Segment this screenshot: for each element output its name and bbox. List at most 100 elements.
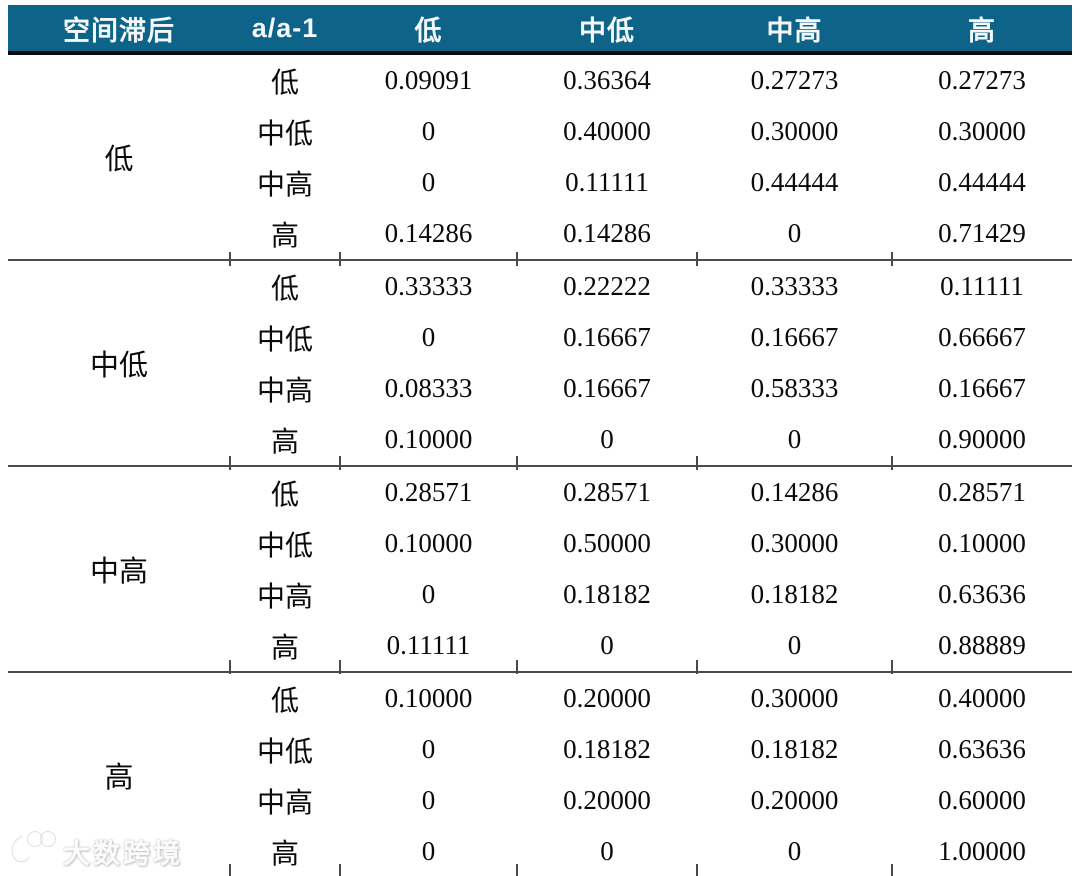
row-label: 中高 bbox=[256, 375, 313, 407]
value-cell: 1.00000 bbox=[938, 836, 1026, 866]
value-cell: 0.58333 bbox=[750, 373, 839, 403]
value-cell: 0.11111 bbox=[565, 167, 649, 197]
col-header-low: 低 bbox=[340, 5, 517, 55]
table-header-row: 空间滞后 a/a-1 低 中低 中高 高 bbox=[8, 5, 1072, 55]
group-mid-high: 中高 低 0.28571 0.28571 0.14286 0.28571 中低 … bbox=[8, 465, 1072, 672]
group-label: 低 bbox=[104, 144, 134, 176]
column-tick bbox=[229, 864, 231, 876]
column-tick bbox=[696, 252, 698, 266]
column-tick bbox=[696, 660, 698, 674]
column-tick bbox=[339, 864, 341, 876]
value-cell: 0.08333 bbox=[384, 373, 473, 403]
value-cell: 0 bbox=[600, 836, 614, 866]
value-cell: 0.27273 bbox=[750, 65, 839, 95]
column-tick bbox=[696, 864, 698, 876]
value-cell: 0.44444 bbox=[750, 167, 839, 197]
value-cell: 0 bbox=[421, 836, 436, 866]
value-cell: 0.50000 bbox=[563, 528, 651, 558]
row-label: 高 bbox=[270, 220, 299, 252]
value-cell: 0.36364 bbox=[563, 65, 651, 95]
table-row: 高 0.11111 0 0 0.88889 bbox=[8, 620, 1072, 672]
col-header-high: 高 bbox=[892, 5, 1072, 55]
table-row: 中高 0 0.18182 0.18182 0.63636 bbox=[8, 569, 1072, 620]
value-cell: 0.14286 bbox=[563, 218, 651, 248]
table-container: 空间滞后 a/a-1 低 中低 中高 高 低 低 0.09091 0.36364… bbox=[8, 5, 1072, 876]
value-cell: 0.27273 bbox=[938, 65, 1026, 95]
value-cell: 0.20000 bbox=[563, 785, 651, 815]
row-label: 低 bbox=[230, 259, 340, 312]
table-row: 中低 0 0.40000 0.30000 0.30000 bbox=[8, 106, 1072, 157]
group-mid-low: 中低 低 0.33333 0.22222 0.33333 0.11111 中低 … bbox=[8, 259, 1072, 466]
column-tick bbox=[891, 456, 893, 470]
value-cell: 0.14286 bbox=[384, 218, 473, 248]
value-cell: 0.90000 bbox=[938, 424, 1026, 454]
value-cell: 0 bbox=[421, 167, 436, 197]
column-tick bbox=[229, 252, 231, 266]
column-tick bbox=[339, 252, 341, 266]
value-cell: 0.28571 bbox=[340, 465, 517, 518]
col-header-mid-low: 中低 bbox=[517, 5, 697, 55]
value-cell: 0 bbox=[787, 218, 802, 248]
value-cell: 0 bbox=[421, 785, 436, 815]
value-cell: 0 bbox=[787, 424, 802, 454]
value-cell: 0 bbox=[421, 579, 436, 609]
value-cell: 0.18182 bbox=[563, 579, 651, 609]
value-cell: 0.10000 bbox=[384, 424, 473, 454]
value-cell: 0.10000 bbox=[340, 671, 517, 724]
value-cell: 0.28571 bbox=[892, 465, 1072, 518]
column-tick bbox=[891, 864, 893, 876]
row-label: 中高 bbox=[256, 787, 313, 819]
table-row: 中低 0 0.18182 0.18182 0.63636 bbox=[8, 724, 1072, 775]
column-tick bbox=[891, 660, 893, 674]
column-tick bbox=[516, 864, 518, 876]
value-cell: 0.63636 bbox=[938, 579, 1026, 609]
value-cell: 0.11111 bbox=[386, 630, 471, 660]
group-label: 中高 bbox=[8, 465, 230, 672]
value-cell: 0.16667 bbox=[938, 373, 1026, 403]
row-label: 低 bbox=[230, 465, 340, 518]
col-header-a-a1: a/a-1 bbox=[230, 5, 340, 55]
col-header-spatial-lag: 空间滞后 bbox=[8, 5, 230, 55]
value-cell: 0.30000 bbox=[750, 116, 839, 146]
row-label: 中低 bbox=[256, 118, 313, 150]
row-label: 高 bbox=[270, 632, 299, 664]
value-cell: 0.09091 bbox=[384, 65, 473, 95]
group-label: 高 bbox=[8, 671, 230, 876]
column-tick bbox=[339, 660, 341, 674]
row-label: 中低 bbox=[256, 736, 313, 768]
value-cell: 0.40000 bbox=[892, 671, 1072, 724]
value-cell: 0 bbox=[421, 734, 436, 764]
table-row: 中低 低 0.33333 0.22222 0.33333 0.11111 bbox=[8, 259, 1072, 466]
row-label: 高 bbox=[270, 426, 299, 458]
group-high: 高 低 0.10000 0.20000 0.30000 0.40000 中低 0… bbox=[8, 671, 1072, 876]
value-cell: 0.18182 bbox=[750, 579, 839, 609]
value-cell: 0.16667 bbox=[563, 322, 651, 352]
row-label: 低 bbox=[270, 67, 299, 99]
table-row: 中高 0 0.11111 0.44444 0.44444 bbox=[8, 157, 1072, 208]
column-tick bbox=[229, 660, 231, 674]
value-cell: 0.66667 bbox=[938, 322, 1026, 352]
value-cell: 0.16667 bbox=[750, 322, 839, 352]
column-tick bbox=[229, 456, 231, 470]
column-tick bbox=[516, 456, 518, 470]
value-cell: 0.60000 bbox=[938, 785, 1026, 815]
group-label: 中低 bbox=[8, 259, 230, 466]
row-label: 中高 bbox=[256, 169, 313, 201]
value-cell: 0.14286 bbox=[697, 465, 892, 518]
value-cell: 0.28571 bbox=[517, 465, 697, 518]
value-cell: 0.11111 bbox=[892, 259, 1072, 312]
value-cell: 0.30000 bbox=[697, 671, 892, 724]
value-cell: 0.33333 bbox=[340, 259, 517, 312]
value-cell: 0.40000 bbox=[563, 116, 651, 146]
column-tick bbox=[516, 660, 518, 674]
value-cell: 0.18182 bbox=[750, 734, 839, 764]
value-cell: 0.10000 bbox=[384, 528, 473, 558]
row-label: 中高 bbox=[256, 581, 313, 613]
value-cell: 0 bbox=[600, 630, 614, 660]
value-cell: 0.44444 bbox=[938, 167, 1026, 197]
row-label: 中低 bbox=[256, 530, 313, 562]
value-cell: 0.30000 bbox=[938, 116, 1026, 146]
column-tick bbox=[516, 252, 518, 266]
group-low: 低 低 0.09091 0.36364 0.27273 0.27273 中低 0… bbox=[8, 53, 1072, 260]
